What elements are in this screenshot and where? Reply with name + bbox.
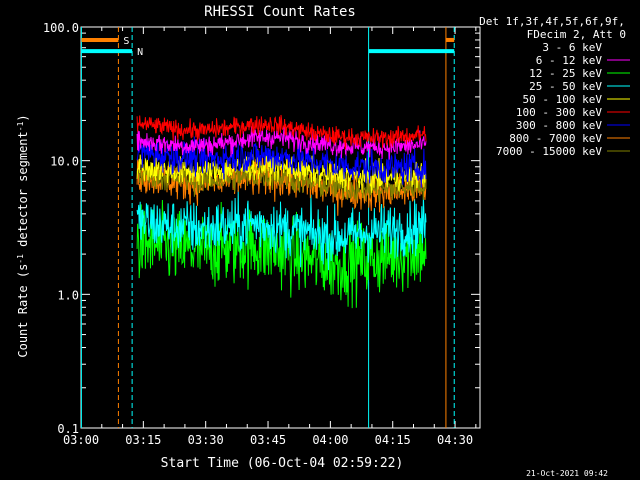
- marker-label: N: [137, 47, 143, 58]
- legend-entry-label: 6 - 12 keV: [536, 54, 603, 67]
- x-tick-label: 03:00: [63, 433, 99, 447]
- x-tick-label: 03:30: [188, 433, 224, 447]
- legend-entry-label: 300 - 800 keV: [516, 119, 602, 132]
- y-axis-label-mid: detector segment: [16, 131, 30, 254]
- legend: Det 1f,3f,4f,5f,6f,9f, FDecim 2, Att 0 3…: [479, 15, 630, 158]
- y-tick-label: 0.1: [57, 422, 79, 436]
- y-axis-label: Count Rate (s-1 detector segment-1): [16, 114, 30, 357]
- legend-entry-label: 12 - 25 keV: [529, 67, 602, 80]
- footer-timestamp: 21-Oct-2021 09:42: [526, 469, 608, 478]
- x-axis-label: Start Time (06-Oct-04 02:59:22): [161, 456, 404, 471]
- plot-area: 03:00 03:15 03:30 03:45 04:00 04:15 04:30 100.0…: [43, 21, 481, 447]
- series-line: [136, 134, 427, 188]
- y-axis-label-main: Count Rate (s: [16, 264, 30, 358]
- series-line: [136, 126, 427, 160]
- legend-header-line-2: FDecim 2, Att 0: [527, 28, 626, 41]
- series-line: [136, 114, 427, 150]
- chart-title: RHESSI Count Rates: [204, 4, 356, 20]
- y-axis-label-sup1: -1: [16, 254, 25, 264]
- x-tick-label: 04:30: [437, 433, 473, 447]
- legend-entry-label: 3 - 6 keV: [542, 41, 602, 54]
- legend-entry-label: 800 - 7000 keV: [509, 132, 602, 145]
- y-tick-label: 1.0: [57, 288, 79, 302]
- legend-entry-label: 7000 - 15000 keV: [496, 145, 602, 158]
- y-tick-label: 100.0: [43, 21, 79, 35]
- y-tick-label: 10.0: [50, 155, 79, 169]
- series-line: [136, 199, 427, 309]
- legend-entry-label: 25 - 50 keV: [529, 80, 602, 93]
- x-tick-label: 04:00: [312, 433, 348, 447]
- y-axis-label-end: ): [16, 114, 30, 121]
- x-tick-label: 03:45: [250, 433, 286, 447]
- legend-entry-label: 50 - 100 keV: [523, 93, 603, 106]
- x-tick-label: 04:15: [375, 433, 411, 447]
- series-line: [136, 189, 427, 271]
- series-line: [136, 153, 427, 216]
- x-tick-label: 03:15: [125, 433, 161, 447]
- marker-label: S: [123, 36, 129, 47]
- y-axis-label-sup2: -1: [16, 121, 25, 131]
- legend-entry-label: 100 - 300 keV: [516, 106, 602, 119]
- legend-header-line-1: Det 1f,3f,4f,5f,6f,9f,: [479, 15, 625, 28]
